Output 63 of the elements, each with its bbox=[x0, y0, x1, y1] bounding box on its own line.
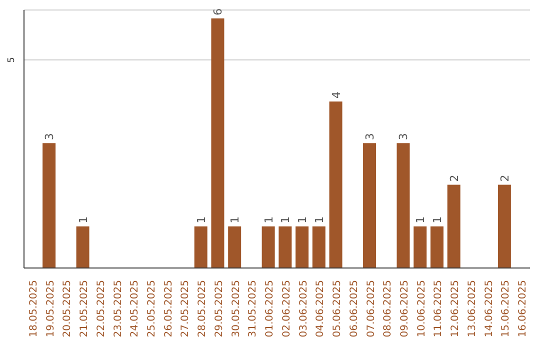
bar bbox=[414, 226, 427, 268]
bar bbox=[42, 143, 56, 268]
x-tick-label: 18.05.2025 bbox=[28, 280, 40, 338]
bar bbox=[211, 18, 224, 268]
x-tick-label: 01.06.2025 bbox=[264, 280, 276, 338]
bar bbox=[498, 184, 511, 268]
x-tick-label: 06.06.2025 bbox=[348, 280, 360, 338]
x-tick-label: 21.05.2025 bbox=[79, 280, 90, 338]
x-tick-label: 16.06.2025 bbox=[518, 280, 529, 338]
bar bbox=[363, 143, 376, 268]
bar bbox=[76, 226, 90, 268]
data-label: 2 bbox=[448, 174, 461, 182]
data-label: 1 bbox=[262, 216, 276, 224]
data-label: 4 bbox=[330, 92, 343, 99]
data-label: 1 bbox=[414, 216, 428, 224]
x-tick-label: 15.06.2025 bbox=[500, 280, 512, 338]
bar bbox=[194, 226, 208, 268]
data-label: 1 bbox=[430, 216, 444, 224]
x-tick-label: 12.06.2025 bbox=[450, 280, 462, 338]
bar bbox=[447, 184, 460, 268]
x-tick-label: 14.06.2025 bbox=[484, 280, 495, 338]
x-tick-label: 11.06.2025 bbox=[433, 280, 444, 338]
bar bbox=[262, 226, 275, 268]
x-tick-label: 24.05.2025 bbox=[130, 280, 141, 338]
data-label: 3 bbox=[397, 133, 410, 140]
bar bbox=[312, 226, 326, 268]
x-tick-label: 30.05.2025 bbox=[230, 280, 242, 338]
x-tick-label: 25.05.2025 bbox=[146, 280, 158, 338]
x-tick-label: 19.05.2025 bbox=[45, 280, 56, 338]
x-tick-label: 26.05.2025 bbox=[163, 280, 174, 338]
x-tick-label: 29.05.2025 bbox=[214, 280, 225, 338]
x-tick-label: 02.06.2025 bbox=[281, 280, 292, 338]
x-tick-label: 10.06.2025 bbox=[416, 280, 428, 338]
bar bbox=[228, 226, 242, 268]
x-tick-label: 27.05.2025 bbox=[180, 280, 192, 338]
x-tick-label: 28.05.2025 bbox=[197, 280, 208, 338]
data-label: 1 bbox=[279, 216, 292, 224]
data-label: 2 bbox=[498, 174, 512, 182]
data-label: 1 bbox=[76, 216, 90, 224]
data-label: 3 bbox=[43, 133, 56, 140]
x-tick-label: 07.06.2025 bbox=[366, 280, 377, 338]
bar bbox=[430, 226, 444, 268]
x-tick-label: 23.05.2025 bbox=[112, 280, 124, 338]
x-tick-label: 20.05.2025 bbox=[62, 280, 74, 338]
x-tick-label: 03.06.2025 bbox=[298, 280, 310, 338]
x-tick-label: 08.06.2025 bbox=[382, 280, 394, 338]
x-tick-label: 31.05.2025 bbox=[248, 280, 259, 338]
x-tick-label: 05.06.2025 bbox=[332, 280, 344, 338]
data-label: 1 bbox=[194, 216, 208, 224]
bar bbox=[278, 226, 292, 268]
data-label: 6 bbox=[212, 8, 225, 16]
bar bbox=[329, 102, 342, 268]
x-tick-label: 04.06.2025 bbox=[315, 280, 326, 338]
y-tick-label: 5 bbox=[7, 57, 17, 63]
data-label: 3 bbox=[364, 133, 377, 140]
data-label: 1 bbox=[312, 216, 326, 224]
x-tick-label: 09.06.2025 bbox=[400, 280, 410, 338]
x-tick-label: 13.06.2025 bbox=[466, 280, 478, 338]
bar bbox=[296, 226, 309, 268]
bar bbox=[396, 143, 410, 268]
x-tick-label: 22.05.2025 bbox=[96, 280, 107, 338]
data-label: 1 bbox=[296, 216, 310, 224]
data-label: 1 bbox=[228, 216, 242, 224]
